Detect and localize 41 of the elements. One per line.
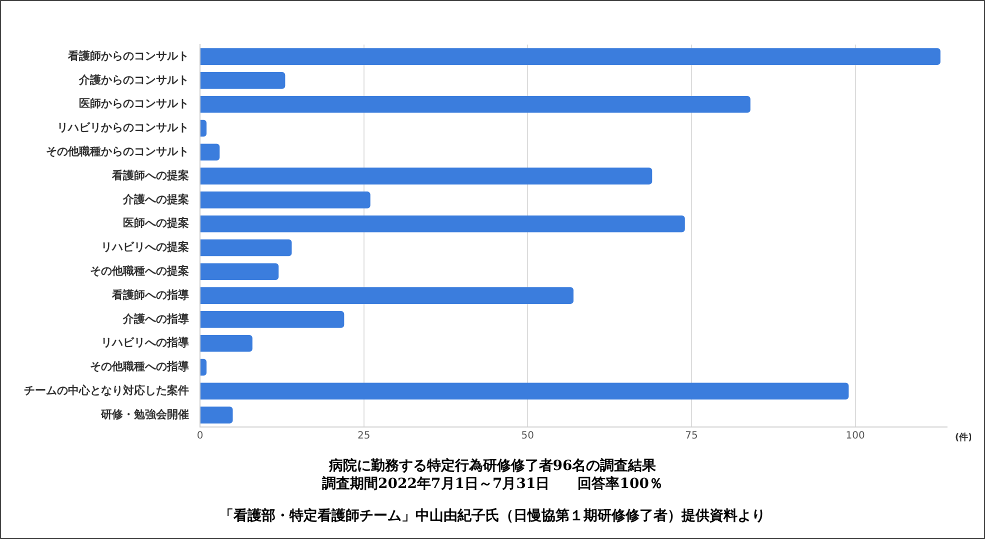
y-tick-label: 介護への指導 bbox=[122, 312, 190, 326]
bar bbox=[200, 263, 279, 280]
bar bbox=[200, 406, 233, 424]
bar bbox=[200, 96, 750, 113]
y-tick-label: 医師からのコンサルト bbox=[79, 97, 189, 110]
y-tick-label: リハビリへの指導 bbox=[101, 336, 190, 350]
bar bbox=[200, 72, 286, 89]
y-tick-label: リハビリへの提案 bbox=[101, 240, 189, 254]
text: 「看護部・特定看護師チーム」中山由紀子氏（日慢協第１期研修修了者）提供資料より bbox=[218, 507, 766, 525]
x-axis-title: (件) bbox=[955, 432, 972, 443]
bar bbox=[200, 192, 370, 208]
y-tick-label: リハビリからのコンサルト bbox=[57, 121, 189, 134]
y-tick-label: その他職種への指導 bbox=[90, 360, 190, 374]
y-tick-label: 看護師からのコンサルト bbox=[67, 49, 189, 62]
text: 調査期間2022年7月1日～7月31日 回答率100％ bbox=[321, 475, 664, 493]
x-tick-label: 100 bbox=[846, 430, 865, 442]
bar bbox=[200, 48, 940, 65]
y-tick-label: 医師への提案 bbox=[123, 216, 189, 230]
bar bbox=[200, 287, 574, 304]
y-tick-label: チームの中心となり対応した案件 bbox=[24, 384, 189, 398]
bar bbox=[200, 239, 292, 256]
y-tick-label: その他職種からのコンサルト bbox=[46, 145, 189, 158]
x-tick-label: 50 bbox=[521, 430, 534, 442]
y-tick-label: その他職種への提案 bbox=[90, 264, 189, 278]
y-tick-label: 介護からのコンサルト bbox=[78, 73, 189, 86]
bar bbox=[200, 358, 207, 376]
bar bbox=[200, 120, 207, 137]
x-tick-label: 0 bbox=[196, 430, 204, 442]
bar bbox=[200, 334, 252, 352]
y-tick-label: 看護師への指導 bbox=[111, 288, 190, 302]
y-tick-label: 介護への提案 bbox=[122, 192, 189, 206]
bar bbox=[200, 382, 849, 400]
text: 病院に勤務する特定行為研修修了者96名の調査結果 bbox=[328, 457, 658, 475]
bar bbox=[200, 144, 220, 161]
y-tick-label: 研修・勉強会開催 bbox=[100, 408, 189, 421]
bar bbox=[200, 311, 344, 328]
bar bbox=[200, 215, 685, 232]
x-tick-label: 25 bbox=[357, 430, 370, 442]
bar bbox=[200, 168, 652, 184]
y-tick-label: 看護師への提案 bbox=[111, 168, 189, 182]
x-tick-label: 75 bbox=[685, 430, 698, 442]
